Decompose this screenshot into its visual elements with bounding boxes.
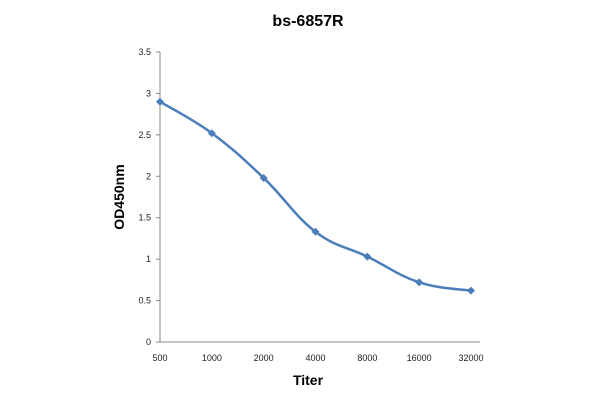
data-point-marker	[467, 286, 475, 295]
data-point-marker	[156, 97, 164, 106]
data-point-marker	[415, 278, 424, 287]
chart-title: bs-6857R	[272, 13, 344, 30]
x-tick-label: 1000	[202, 353, 222, 363]
y-tick-label: 0.5	[138, 296, 151, 306]
y-tick-label: 3.5	[138, 47, 151, 57]
x-tick-label: 8000	[357, 353, 377, 363]
data-point-marker	[259, 173, 268, 182]
data-point-marker	[311, 227, 320, 236]
x-tick-label: 500	[152, 353, 167, 363]
y-axis-title: OD450nm	[111, 164, 127, 229]
y-tick-label: 3	[146, 88, 151, 98]
y-tick-label: 2	[146, 171, 151, 181]
x-axis-title: Titer	[293, 372, 324, 388]
y-tick-label: 0	[146, 337, 151, 347]
data-point-marker	[363, 252, 372, 261]
x-tick-label: 16000	[407, 353, 432, 363]
series-group	[156, 97, 475, 295]
y-tick-label: 2.5	[138, 130, 151, 140]
x-axis-ticks: 500 1000 2000 4000 8000 16000 32000	[152, 353, 483, 363]
y-tick-label: 1.5	[138, 213, 151, 223]
x-tick-label: 2000	[254, 353, 274, 363]
series-line	[159, 100, 472, 292]
x-tick-label: 32000	[458, 353, 483, 363]
data-point-marker	[207, 129, 216, 138]
x-tick-label: 4000	[305, 353, 325, 363]
y-axis-ticks: 0 0.5 1 1.5 2 2.5 3 3.5	[138, 47, 160, 347]
y-tick-label: 1	[146, 254, 151, 264]
